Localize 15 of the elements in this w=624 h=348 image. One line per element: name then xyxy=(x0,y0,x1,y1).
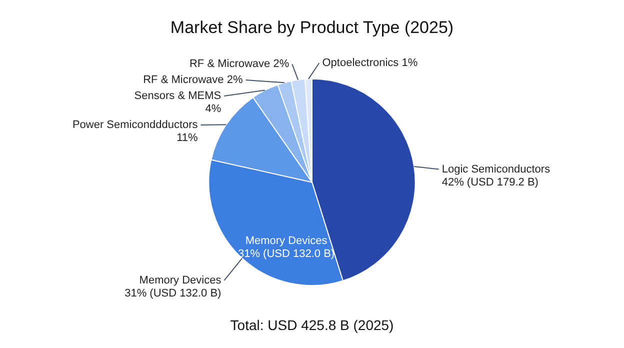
text: Total: USD 425.8 B (2025) xyxy=(230,316,394,333)
slice-label: RF & Microwave 2% xyxy=(143,74,243,86)
text: 31% (USD 132.0 B) xyxy=(238,248,335,260)
slice-label: Optoelectronics 1% xyxy=(322,57,418,70)
data-label: 4% xyxy=(205,103,222,116)
data-label: 42% (USD 179.2 B) xyxy=(442,176,538,188)
slice-label: Sensors & MEMS xyxy=(134,90,222,102)
slice-label: RF & Microwave 2% xyxy=(189,58,290,70)
slice-label: Memory Devices xyxy=(139,274,222,286)
chart-title: Market Share by Product Type (2025) xyxy=(170,18,454,37)
slice-label: Memory Devices xyxy=(245,234,328,247)
slice-label: Power Semiconddductors xyxy=(72,119,198,132)
slice-label: Logic Semiconductors xyxy=(442,163,551,176)
data-label: 31% (USD 132.0 B) xyxy=(124,287,222,300)
data-label: 11% xyxy=(176,132,198,144)
